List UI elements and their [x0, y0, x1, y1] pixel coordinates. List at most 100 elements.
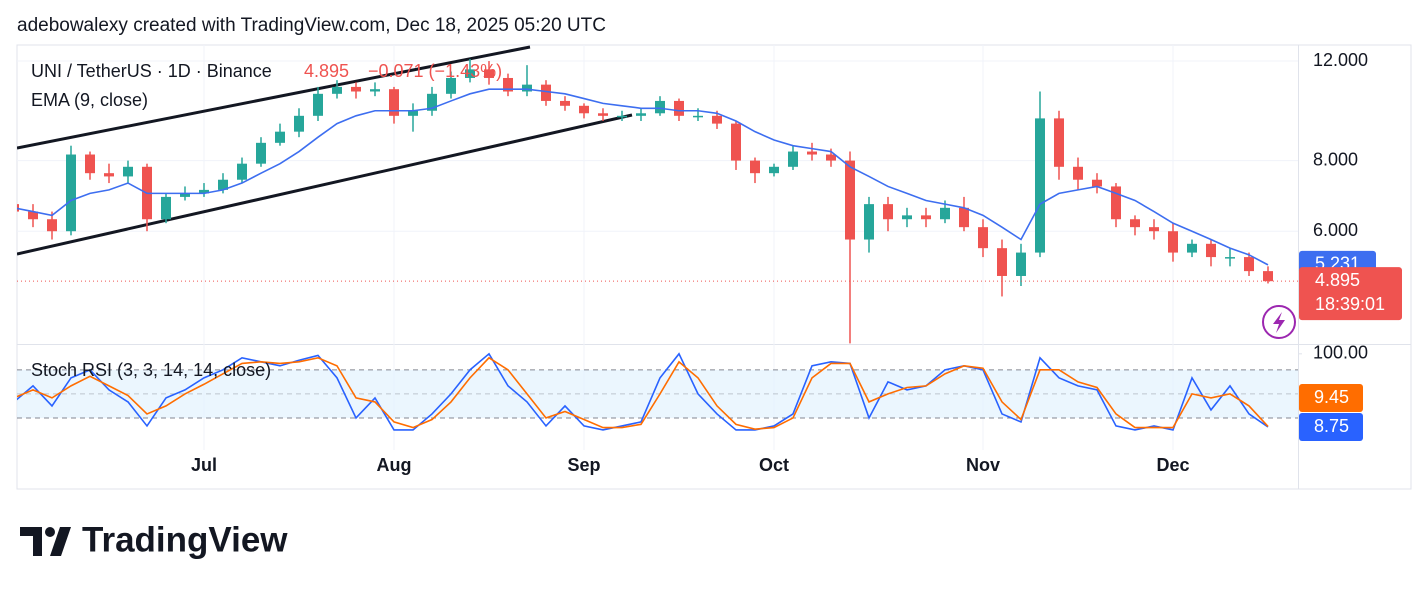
legend-change: −0.071 (−1.43%)	[368, 61, 502, 81]
stoch-value-label: 8.75	[1314, 416, 1349, 436]
alert-bolt	[1273, 312, 1285, 333]
candle-body	[560, 100, 570, 106]
candle-body	[1244, 257, 1254, 272]
candle-body	[769, 166, 779, 174]
candle-body	[864, 204, 874, 240]
candle-body	[275, 131, 285, 143]
overbought-oversold-band	[17, 369, 1298, 418]
candle-body	[902, 215, 912, 220]
last-price-label: 4.895	[1315, 270, 1360, 290]
candle-body	[617, 115, 627, 118]
y-tick-label: 12.000	[1313, 50, 1368, 70]
candle-body	[28, 211, 38, 220]
candle-body	[1187, 243, 1197, 253]
tradingview-logo: TradingView	[20, 520, 288, 559]
channel-upper-line	[17, 45, 531, 150]
candle-body	[1206, 243, 1216, 258]
stoch-value-tag	[1299, 413, 1363, 441]
legend-last-price: 4.895	[304, 61, 349, 81]
stoch-value-tag	[1299, 384, 1363, 412]
candle-body	[826, 154, 836, 161]
candle-body	[446, 77, 456, 94]
candle-body	[1130, 219, 1140, 228]
logo-mark-slash	[50, 527, 71, 556]
candle-body	[1035, 118, 1045, 253]
candle-body	[541, 84, 551, 101]
candle-body	[788, 151, 798, 167]
candle-body	[465, 69, 475, 78]
candle-body	[731, 123, 741, 161]
candle-body	[978, 227, 988, 249]
attribution: adebowalexy created with TradingView.com…	[17, 15, 606, 36]
candle-body	[522, 84, 532, 92]
candle-body	[427, 93, 437, 111]
candle-body	[845, 160, 855, 240]
stoch-line	[17, 356, 1269, 430]
x-tick-label: Sep	[567, 455, 600, 475]
x-tick-label: Oct	[759, 455, 789, 475]
ema-legend: EMA (9, close)	[31, 90, 148, 110]
candle-body	[807, 151, 817, 155]
countdown-label: 18:39:01	[1315, 294, 1385, 314]
candle-body	[66, 154, 76, 232]
candle-body	[1225, 257, 1235, 259]
candle-body	[218, 179, 228, 190]
candle-body	[1092, 179, 1102, 187]
candle-body	[256, 142, 266, 164]
channel-lower-line	[17, 113, 633, 256]
candle-body	[655, 100, 665, 114]
x-tick-label: Jul	[191, 455, 217, 475]
y-tick-label: 8.000	[1313, 149, 1358, 169]
candle-body	[313, 93, 323, 116]
candle-body	[161, 196, 171, 220]
candle-body	[237, 163, 247, 180]
stoch-line	[17, 352, 1269, 431]
candle-body	[104, 173, 114, 177]
candle-body	[750, 160, 760, 174]
x-tick-label: Nov	[966, 455, 1000, 475]
candle-body	[1168, 231, 1178, 253]
stoch-rsi-pane	[17, 352, 1298, 431]
symbol-title: UNI / TetherUS · 1D · Binance	[31, 61, 272, 81]
candle-body	[294, 115, 304, 132]
candle-body	[1016, 252, 1026, 276]
candle-body	[693, 115, 703, 118]
candle-body	[1149, 227, 1159, 232]
y-tick-label: 100.00	[1313, 343, 1368, 363]
candle-body	[1073, 166, 1083, 180]
y-tick-label: 6.000	[1313, 220, 1358, 240]
logo-text: TradingView	[82, 520, 288, 559]
candle-body	[370, 89, 380, 92]
stoch-value-label: 9.45	[1314, 387, 1349, 407]
candle-body	[85, 154, 95, 174]
price-pane	[17, 45, 1298, 344]
ema-line	[17, 88, 1269, 266]
candle-body	[123, 166, 133, 177]
candle-body	[883, 204, 893, 220]
candle-body	[598, 113, 608, 116]
stoch-rsi-legend: Stoch RSI (3, 3, 14, 14, close)	[31, 360, 271, 380]
candle-body	[351, 86, 361, 92]
candle-body	[389, 89, 399, 116]
candle-body	[579, 105, 589, 114]
candle-body	[959, 207, 969, 228]
candle-body	[712, 115, 722, 124]
candle-body	[332, 86, 342, 94]
candle-body	[47, 219, 57, 232]
candle-body	[921, 215, 931, 220]
candle-body	[1054, 118, 1064, 167]
candle-body	[180, 193, 190, 197]
candle-body	[1111, 186, 1121, 220]
candle-body	[484, 69, 494, 78]
logo-mark-dot	[45, 527, 55, 537]
logo-mark-t	[20, 527, 42, 556]
candle-body	[503, 77, 513, 92]
candle-body	[940, 207, 950, 220]
candle-body	[674, 100, 684, 116]
candle-body	[408, 110, 418, 116]
candle-body	[1263, 271, 1273, 282]
x-tick-label: Dec	[1156, 455, 1189, 475]
